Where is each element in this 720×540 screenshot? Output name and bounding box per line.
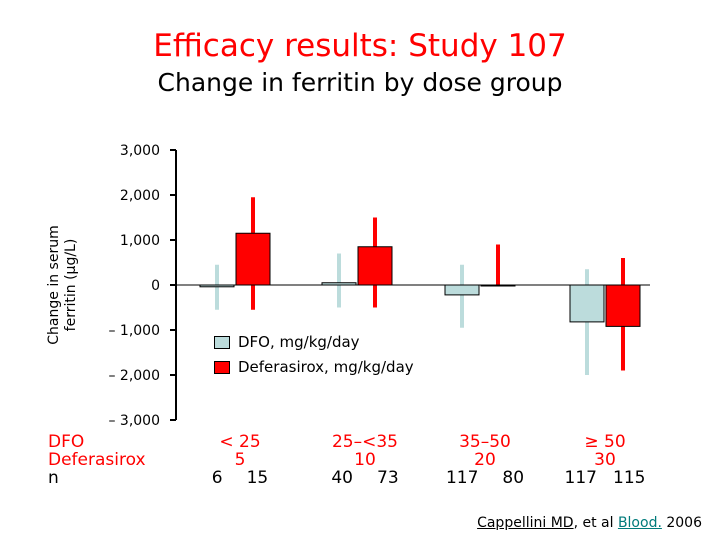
n-dfo: 40 (331, 468, 353, 488)
citation-year: 2006 (661, 515, 702, 531)
row-label-deferasirox: Deferasirox (48, 450, 146, 470)
bar-deferasirox (357, 246, 393, 286)
dose-dfo-label: 25–<35 (331, 432, 398, 452)
citation-author-link[interactable]: Cappellini MD (477, 515, 574, 531)
bar-dfo (199, 284, 235, 288)
dose-group-3: 35–50 20 117 80 (430, 433, 540, 487)
dose-group-2: 25–<35 10 40 73 (310, 433, 420, 487)
y-tick-label: – 3,000 (108, 413, 160, 429)
legend-swatch-deferasirox (214, 360, 230, 374)
bar-deferasirox (480, 284, 516, 287)
dose-dfo-label: < 25 (219, 432, 261, 452)
slide-title: Efficacy results: Study 107 (153, 28, 567, 64)
y-tick-label: – 1,000 (108, 323, 160, 339)
citation: Cappellini MD, et al Blood. 2006 (477, 515, 702, 531)
n-dfo: 6 (211, 468, 223, 488)
y-tick-label: – 2,000 (108, 368, 160, 384)
legend-item-dfo: DFO, mg/kg/day (214, 333, 414, 351)
row-label-dfo: DFO (48, 432, 85, 452)
dose-deferasirox-label: 20 (474, 450, 496, 470)
legend-swatch-dfo (214, 335, 230, 349)
citation-text: , et al (573, 515, 618, 531)
legend-label-dfo: DFO, mg/kg/day (238, 333, 360, 351)
bar-dfo (569, 284, 605, 323)
y-tick-label: 3,000 (120, 143, 160, 159)
dose-deferasirox-label: 30 (594, 450, 616, 470)
legend-item-deferasirox: Deferasirox, mg/kg/day (214, 358, 414, 376)
bar-dfo (321, 282, 357, 286)
n-deferasirox: 80 (502, 468, 525, 488)
dose-dfo-label: ≥ 50 (584, 432, 626, 452)
bar-deferasirox (235, 232, 271, 286)
n-deferasirox: 15 (246, 468, 269, 488)
dose-group-1: < 25 5 6 15 (190, 433, 290, 487)
bar-dfo (444, 284, 480, 296)
legend-label-deferasirox: Deferasirox, mg/kg/day (238, 358, 414, 376)
dose-dfo-label: 35–50 (459, 432, 511, 452)
dose-deferasirox-label: 5 (234, 450, 246, 470)
citation-journal-link[interactable]: Blood. (617, 515, 662, 531)
y-tick-label: 1,000 (120, 233, 160, 249)
n-dfo: 117 (564, 468, 597, 488)
dose-deferasirox-label: 10 (354, 450, 376, 470)
n-dfo: 117 (445, 468, 479, 488)
legend: DFO, mg/kg/day Deferasirox, mg/kg/day (214, 333, 414, 383)
row-label-n: n (48, 468, 59, 488)
n-deferasirox: 115 (613, 468, 646, 488)
y-axis-label: Change in serumferritin (µg/L) (46, 225, 79, 344)
chart-subtitle: Change in ferritin by dose group (157, 68, 563, 97)
dose-group-4: ≥ 50 30 117 115 (550, 433, 660, 487)
y-tick-label: 2,000 (120, 188, 160, 204)
bar-deferasirox (605, 284, 641, 327)
dose-row-labels: DFO Deferasirox n (48, 433, 146, 487)
n-deferasirox: 73 (377, 468, 399, 488)
y-tick-label: 0 (151, 278, 160, 294)
